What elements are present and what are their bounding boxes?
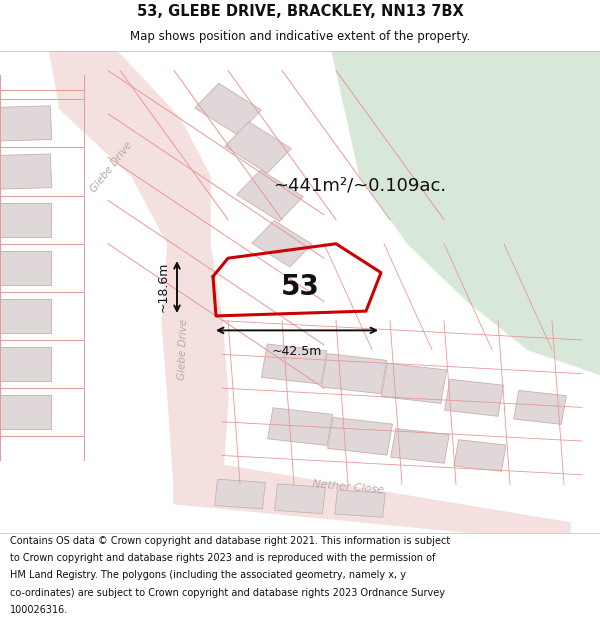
FancyBboxPatch shape [0, 299, 51, 332]
FancyBboxPatch shape [454, 440, 506, 471]
FancyBboxPatch shape [0, 203, 51, 236]
FancyBboxPatch shape [252, 221, 312, 267]
Text: Contains OS data © Crown copyright and database right 2021. This information is : Contains OS data © Crown copyright and d… [10, 536, 450, 546]
FancyBboxPatch shape [382, 363, 446, 403]
Text: co-ordinates) are subject to Crown copyright and database rights 2023 Ordnance S: co-ordinates) are subject to Crown copyr… [10, 588, 445, 598]
FancyBboxPatch shape [0, 106, 52, 141]
Text: ~18.6m: ~18.6m [157, 262, 170, 312]
FancyBboxPatch shape [445, 379, 503, 416]
Text: ~42.5m: ~42.5m [272, 345, 322, 358]
FancyBboxPatch shape [0, 396, 51, 429]
FancyBboxPatch shape [0, 154, 52, 189]
FancyBboxPatch shape [195, 83, 261, 134]
Text: 100026316.: 100026316. [10, 604, 68, 614]
FancyBboxPatch shape [237, 170, 303, 221]
Text: Glebe Drive: Glebe Drive [88, 139, 134, 194]
Text: HM Land Registry. The polygons (including the associated geometry, namely x, y: HM Land Registry. The polygons (includin… [10, 571, 406, 581]
FancyBboxPatch shape [335, 490, 385, 518]
FancyBboxPatch shape [391, 429, 449, 463]
Text: Map shows position and indicative extent of the property.: Map shows position and indicative extent… [130, 31, 470, 43]
Text: Nether Close: Nether Close [312, 479, 384, 495]
Polygon shape [48, 42, 210, 244]
FancyBboxPatch shape [215, 479, 265, 509]
FancyBboxPatch shape [225, 122, 291, 173]
FancyBboxPatch shape [262, 344, 326, 384]
Polygon shape [330, 42, 600, 379]
FancyBboxPatch shape [322, 354, 386, 394]
FancyBboxPatch shape [268, 408, 332, 446]
Text: 53: 53 [281, 273, 319, 301]
FancyBboxPatch shape [275, 484, 325, 514]
Text: Glebe Drive: Glebe Drive [177, 319, 189, 381]
FancyBboxPatch shape [514, 391, 566, 424]
FancyBboxPatch shape [0, 251, 51, 284]
Text: ~441m²/~0.109ac.: ~441m²/~0.109ac. [274, 177, 446, 195]
Text: 53, GLEBE DRIVE, BRACKLEY, NN13 7BX: 53, GLEBE DRIVE, BRACKLEY, NN13 7BX [137, 4, 463, 19]
Text: to Crown copyright and database rights 2023 and is reproduced with the permissio: to Crown copyright and database rights 2… [10, 553, 435, 563]
FancyBboxPatch shape [328, 418, 392, 455]
FancyBboxPatch shape [0, 348, 51, 381]
Polygon shape [174, 465, 570, 542]
Polygon shape [162, 244, 228, 484]
